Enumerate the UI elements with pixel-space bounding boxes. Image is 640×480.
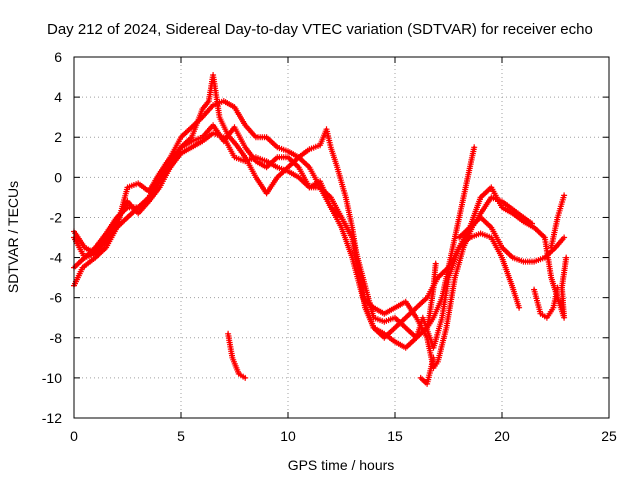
tick-layer: 0 5 10 15 20 25 -12 -10 -8 -6 -4 -2 0 2 4 6 [42, 49, 617, 444]
y-tick-label: -4 [50, 250, 63, 266]
series-track-10 [548, 192, 568, 251]
series-markers [531, 284, 561, 321]
y-tick-label: 6 [54, 49, 62, 65]
x-tick-label: 5 [177, 428, 185, 444]
y-tick-label: 2 [54, 129, 62, 145]
series-track-8 [417, 354, 437, 387]
plot-frame [73, 56, 610, 419]
series-track-9 [424, 260, 439, 331]
series-markers [225, 330, 249, 381]
series-track-5 [456, 184, 570, 321]
x-tick-label: 25 [601, 428, 617, 444]
y-tick-label: -6 [50, 290, 63, 306]
y-tick-label: 4 [54, 89, 62, 105]
y-tick-label: -10 [42, 370, 62, 386]
y-tick-label: -12 [42, 410, 62, 426]
chart-title: Day 212 of 2024, Sidereal Day-to-day VTE… [47, 21, 593, 38]
x-tick-label: 0 [70, 428, 78, 444]
x-tick-label: 20 [494, 428, 510, 444]
y-tick-label: 0 [54, 169, 62, 185]
series-layer [71, 72, 570, 387]
y-tick-label: -8 [50, 330, 63, 346]
series-track-6 [531, 284, 561, 321]
x-tick-label: 15 [387, 428, 403, 444]
series-markers [456, 184, 570, 321]
series-markers [548, 192, 568, 251]
grid-layer [74, 57, 609, 418]
series-markers [424, 260, 439, 331]
y-axis-label: SDTVAR / TECUs [5, 181, 21, 293]
series-markers [417, 354, 437, 387]
series-track-7 [225, 330, 249, 381]
x-axis-label: GPS time / hours [288, 457, 395, 473]
x-tick-label: 10 [280, 428, 296, 444]
y-tick-label: -2 [50, 209, 63, 225]
